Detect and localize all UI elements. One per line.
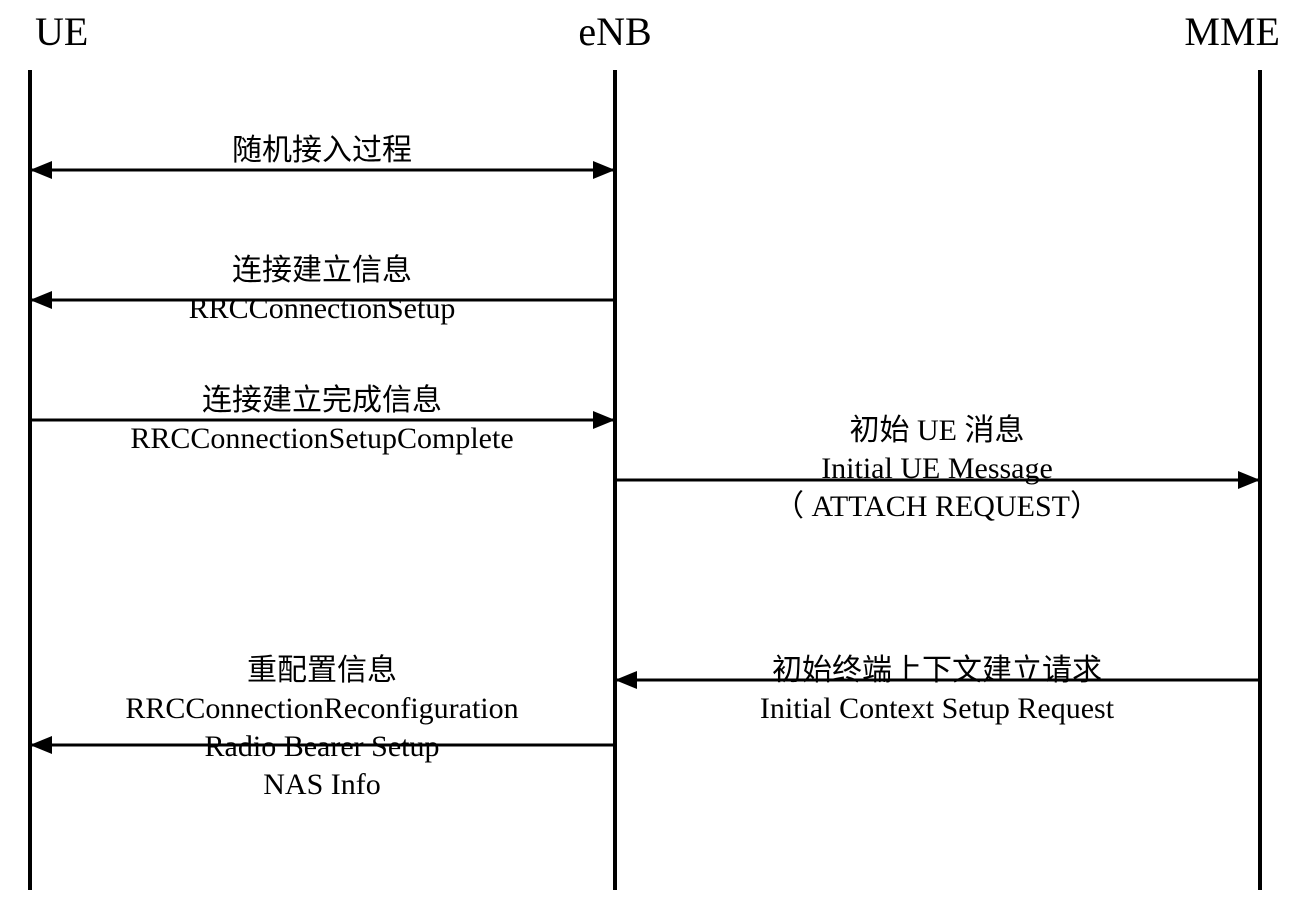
arrowhead-icon xyxy=(30,161,52,179)
arrowhead-icon xyxy=(593,411,615,429)
msg-rrc-setup-complete-line1: RRCConnectionSetupComplete xyxy=(130,422,513,455)
msg-initial-context-setup-line1: Initial Context Setup Request xyxy=(760,692,1115,725)
arrowhead-icon xyxy=(30,291,52,309)
actor-enb-label: eNB xyxy=(578,9,651,54)
arrowhead-icon xyxy=(593,161,615,179)
arrowhead-icon xyxy=(30,736,52,754)
msg-rrc-reconfiguration-line3: NAS Info xyxy=(263,768,381,801)
msg-initial-ue-message-line2: （ ATTACH REQUEST） xyxy=(774,490,1100,523)
actor-ue-label: UE xyxy=(35,9,88,54)
msg-rrc-setup-line0: 连接建立信息 xyxy=(232,254,412,287)
msg-rrc-setup-complete-line0: 连接建立完成信息 xyxy=(202,384,442,417)
arrowhead-icon xyxy=(1238,471,1260,489)
msg-initial-ue-message-line0: 初始 UE 消息 xyxy=(850,414,1025,447)
msg-rrc-reconfiguration-line2: Radio Bearer Setup xyxy=(205,730,440,763)
msg-rrc-reconfiguration-line0: 重配置信息 xyxy=(247,654,397,687)
msg-initial-context-setup-line0: 初始终端上下文建立请求 xyxy=(772,654,1102,687)
msg-random-access-line0: 随机接入过程 xyxy=(232,134,412,167)
sequence-diagram: UE eNB MME 随机接入过程连接建立信息 RRCConnectionSetup 连接… xyxy=(0,0,1291,899)
msg-rrc-reconfiguration-line1: RRCConnectionReconfiguration xyxy=(125,692,518,725)
msg-rrc-setup-line1: RRCConnectionSetup xyxy=(189,292,456,325)
msg-initial-ue-message-line1: Initial UE Message xyxy=(821,452,1053,485)
arrowhead-icon xyxy=(615,671,637,689)
actor-mme-label: MME xyxy=(1184,9,1280,54)
